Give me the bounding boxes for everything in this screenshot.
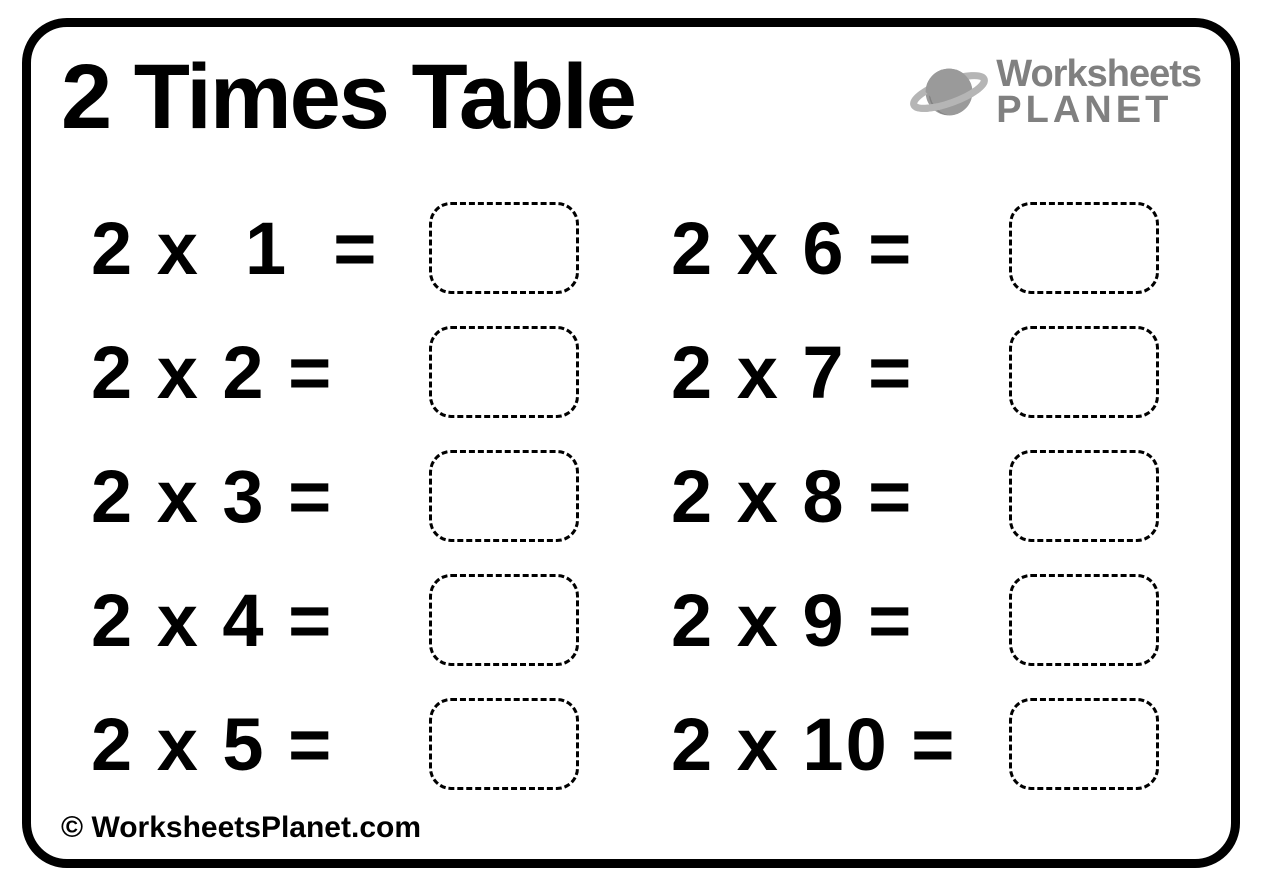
answer-box[interactable] bbox=[1009, 326, 1159, 418]
problem-expression: 2 x 3 = bbox=[91, 454, 421, 539]
answer-box[interactable] bbox=[1009, 450, 1159, 542]
problems-column-right: 2 x 6 = 2 x 7 = 2 x 8 = 2 x 9 = 2 x 10 = bbox=[671, 202, 1171, 790]
answer-box[interactable] bbox=[1009, 574, 1159, 666]
planet-icon bbox=[910, 53, 988, 131]
problem-expression: 2 x 4 = bbox=[91, 578, 421, 663]
answer-box[interactable] bbox=[429, 202, 579, 294]
brand-logo-line2: PLANET bbox=[996, 92, 1201, 128]
brand-logo-text: Worksheets PLANET bbox=[996, 56, 1201, 128]
problem-expression: 2 x 5 = bbox=[91, 702, 421, 787]
problem-expression: 2 x 7 = bbox=[671, 330, 1001, 415]
answer-box[interactable] bbox=[1009, 202, 1159, 294]
page-title: 2 Times Table bbox=[61, 45, 635, 143]
problem-expression: 2 x 1 = bbox=[91, 206, 421, 291]
problem-row: 2 x 4 = bbox=[91, 574, 591, 666]
problem-row: 2 x 7 = bbox=[671, 326, 1171, 418]
problem-row: 2 x 2 = bbox=[91, 326, 591, 418]
problem-row: 2 x 1 = bbox=[91, 202, 591, 294]
header: 2 Times Table Worksheets PLANET bbox=[61, 45, 1201, 143]
problems-grid: 2 x 1 = 2 x 2 = 2 x 3 = 2 x 4 = 2 x 5 = bbox=[91, 202, 1171, 790]
answer-box[interactable] bbox=[429, 326, 579, 418]
problem-row: 2 x 8 = bbox=[671, 450, 1171, 542]
problem-expression: 2 x 2 = bbox=[91, 330, 421, 415]
problem-expression: 2 x 6 = bbox=[671, 206, 1001, 291]
problems-column-left: 2 x 1 = 2 x 2 = 2 x 3 = 2 x 4 = 2 x 5 = bbox=[91, 202, 591, 790]
problem-expression: 2 x 8 = bbox=[671, 454, 1001, 539]
problem-expression: 2 x 9 = bbox=[671, 578, 1001, 663]
answer-box[interactable] bbox=[429, 450, 579, 542]
answer-box[interactable] bbox=[1009, 698, 1159, 790]
footer-credit: © WorksheetsPlanet.com bbox=[61, 811, 421, 845]
answer-box[interactable] bbox=[429, 574, 579, 666]
problem-expression: 2 x 10 = bbox=[671, 702, 1001, 787]
problem-row: 2 x 10 = bbox=[671, 698, 1171, 790]
worksheet-card: 2 Times Table Worksheets PLANET 2 x 1 = bbox=[22, 18, 1240, 868]
problem-row: 2 x 5 = bbox=[91, 698, 591, 790]
brand-logo-line1: Worksheets bbox=[996, 56, 1201, 92]
problem-row: 2 x 9 = bbox=[671, 574, 1171, 666]
problem-row: 2 x 3 = bbox=[91, 450, 591, 542]
answer-box[interactable] bbox=[429, 698, 579, 790]
problem-row: 2 x 6 = bbox=[671, 202, 1171, 294]
brand-logo: Worksheets PLANET bbox=[910, 45, 1201, 131]
